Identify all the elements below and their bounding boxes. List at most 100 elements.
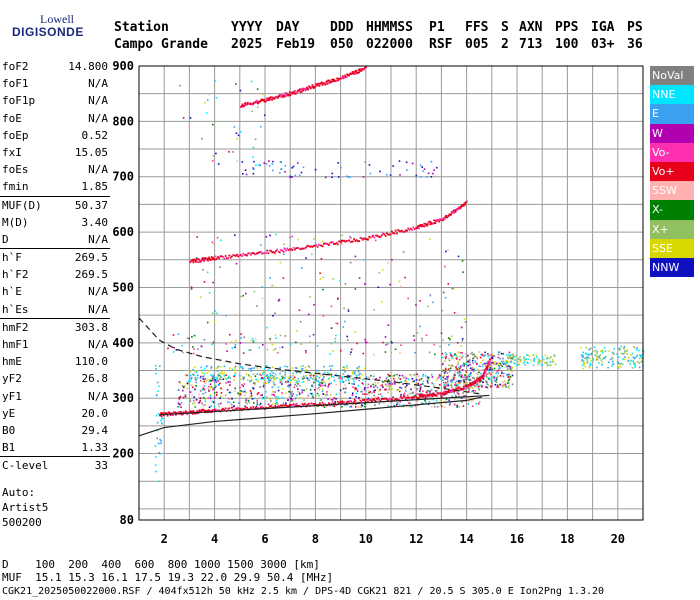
echo-point <box>479 356 482 359</box>
echo-point <box>263 162 266 164</box>
echo-point <box>463 380 465 383</box>
echo-point <box>234 344 237 346</box>
echo-point <box>274 391 276 393</box>
echo-point <box>180 406 182 409</box>
param-label: D <box>2 232 9 246</box>
echo-point <box>398 374 401 377</box>
echo-point <box>438 374 441 376</box>
echo-point <box>455 357 458 360</box>
echo-point <box>314 168 317 171</box>
echo-point <box>239 393 241 396</box>
trace-point <box>351 71 354 73</box>
echo-point <box>272 314 274 317</box>
echo-point <box>415 402 418 404</box>
echo-point <box>387 383 390 385</box>
trace-point <box>277 404 280 407</box>
trace-point <box>223 409 226 411</box>
echo-point <box>269 372 272 375</box>
trace-point <box>268 405 271 408</box>
echo-point <box>202 378 205 380</box>
echo-point <box>554 363 557 366</box>
echo-point <box>480 384 483 386</box>
echo-point <box>161 417 163 420</box>
echo-point <box>269 337 271 340</box>
echo-point <box>313 381 315 384</box>
echo-point <box>612 363 614 365</box>
echo-point <box>509 355 511 357</box>
echo-point <box>349 176 351 178</box>
echo-point <box>329 353 331 355</box>
echo-point <box>467 375 470 377</box>
echo-point <box>341 380 344 383</box>
trace-point <box>263 98 265 101</box>
echo-point <box>216 378 219 381</box>
trace-point <box>194 259 197 262</box>
echo-point <box>300 343 303 345</box>
echo-point <box>245 399 247 401</box>
echo-point <box>238 374 241 377</box>
echo-point <box>322 276 325 278</box>
echo-point <box>498 365 500 368</box>
echo-point <box>507 356 509 358</box>
echo-point <box>217 366 219 369</box>
echo-point <box>411 397 414 400</box>
echo-point <box>331 399 334 401</box>
echo-point <box>471 381 474 384</box>
echo-point <box>436 405 439 408</box>
x-tick-label: 12 <box>409 532 423 546</box>
echo-point <box>444 377 447 380</box>
hdr-iga: IGA <box>591 20 615 35</box>
trace-point <box>273 251 276 254</box>
trace-point <box>280 94 282 97</box>
echo-point <box>343 368 346 371</box>
echo-point <box>327 398 329 400</box>
echo-point <box>269 339 272 342</box>
trace-point <box>433 219 436 222</box>
echo-point <box>315 378 317 380</box>
trace-point <box>406 229 408 232</box>
echo-point <box>187 125 190 128</box>
echo-point <box>282 402 285 405</box>
echo-point <box>331 365 333 367</box>
echo-point <box>235 339 237 342</box>
echo-point <box>274 404 277 407</box>
echo-point <box>227 401 229 403</box>
echo-point <box>508 351 511 354</box>
echo-point <box>254 375 257 377</box>
trace-point <box>210 256 213 259</box>
trace-point <box>447 215 450 217</box>
trace-point <box>374 234 377 237</box>
echo-point <box>218 378 221 380</box>
echo-point <box>204 400 207 403</box>
trace-point <box>193 258 196 261</box>
echo-point <box>211 343 214 346</box>
echo-point <box>194 388 196 391</box>
hdr-ddd: DDD <box>330 20 354 35</box>
echo-point <box>252 340 255 343</box>
echo-point <box>540 364 543 366</box>
echo-point <box>256 403 259 406</box>
trace-point <box>242 105 245 108</box>
echo-point <box>309 373 311 376</box>
echo-point <box>203 385 206 387</box>
echo-point <box>448 399 450 401</box>
echo-point <box>419 388 422 391</box>
echo-point <box>309 374 312 377</box>
echo-point <box>378 390 381 392</box>
echo-point <box>233 375 235 378</box>
echo-point <box>444 381 447 384</box>
echo-point <box>380 384 382 387</box>
echo-point <box>416 392 419 395</box>
echo-point <box>498 351 501 353</box>
file-info-line: CGK21_2025050022000.RSF / 404fx512h 50 k… <box>2 586 605 597</box>
echo-point <box>462 405 465 407</box>
trace-point <box>435 394 438 397</box>
echo-point <box>310 377 312 379</box>
echo-point <box>207 378 209 381</box>
echo-point <box>191 394 193 397</box>
echo-point <box>532 354 535 356</box>
echo-point <box>259 164 261 167</box>
trace-point <box>379 236 382 238</box>
echo-point <box>490 367 493 370</box>
trace-point <box>276 406 279 408</box>
